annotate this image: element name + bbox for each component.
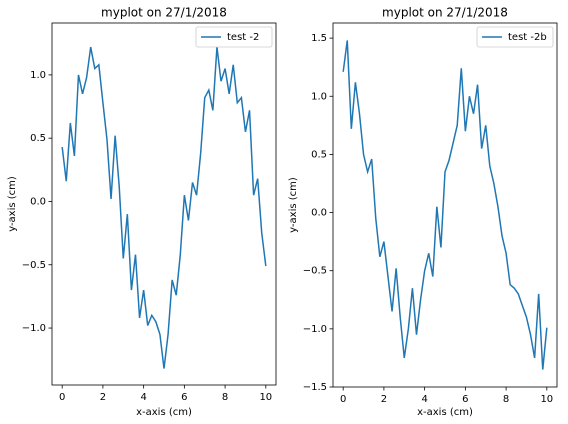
x-tick-label: 8 (503, 394, 509, 405)
chart-title: myplot on 27/1/2018 (101, 6, 227, 20)
axes-frame (51, 22, 277, 386)
legend-label: test -2b (508, 32, 547, 43)
y-tick-label: 0.5 (311, 149, 327, 160)
legend-box (195, 26, 273, 48)
y-tick-label: 1.0 (311, 91, 327, 102)
y-axis-label: y-axis (cm) (7, 176, 18, 232)
y-tick-label: −1.0 (22, 323, 46, 334)
y-tick-label: 1.5 (311, 33, 327, 44)
x-tick-label: 6 (181, 392, 187, 403)
y-tick-label: −1.0 (303, 324, 327, 335)
x-tick-label: 2 (381, 394, 387, 405)
chart-title: myplot on 27/1/2018 (382, 6, 508, 20)
x-axis-label: x-axis (cm) (136, 407, 192, 418)
legend-label: test -2 (227, 32, 259, 43)
y-tick-label: 1.0 (30, 70, 46, 81)
x-tick-label: 0 (340, 394, 346, 405)
x-axis-label: x-axis (cm) (417, 407, 473, 418)
x-tick-label: 0 (59, 392, 65, 403)
x-tick-label: 4 (421, 394, 427, 405)
legend-box (476, 26, 554, 48)
y-tick-label: 0.0 (30, 196, 46, 207)
y-tick-label: −0.5 (303, 266, 327, 277)
line-series (342, 40, 548, 370)
y-tick-label: −1.5 (303, 382, 327, 393)
y-tick-label: 0.0 (311, 208, 327, 219)
x-tick-label: 10 (259, 392, 272, 403)
axes-frame (332, 22, 558, 388)
x-tick-label: 4 (140, 392, 146, 403)
y-tick-label: 0.5 (30, 133, 46, 144)
x-tick-label: 8 (222, 392, 228, 403)
y-axis-label: y-axis (cm) (288, 177, 299, 233)
line-series (61, 46, 267, 369)
x-tick-label: 10 (540, 394, 553, 405)
y-tick-label: −0.5 (22, 260, 46, 271)
x-tick-label: 2 (100, 392, 106, 403)
x-tick-label: 6 (462, 394, 468, 405)
